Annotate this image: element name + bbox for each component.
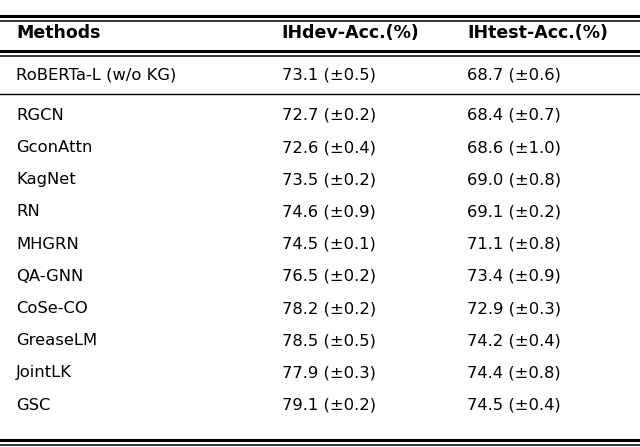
Text: 71.1 (±0.8): 71.1 (±0.8) <box>467 236 561 252</box>
Text: 69.0 (±0.8): 69.0 (±0.8) <box>467 172 561 187</box>
Text: 76.5 (±0.2): 76.5 (±0.2) <box>282 269 376 284</box>
Text: 74.5 (±0.1): 74.5 (±0.1) <box>282 236 376 252</box>
Text: 73.4 (±0.9): 73.4 (±0.9) <box>467 269 561 284</box>
Text: 74.5 (±0.4): 74.5 (±0.4) <box>467 397 561 413</box>
Text: GreaseLM: GreaseLM <box>16 333 97 348</box>
Text: 68.6 (±1.0): 68.6 (±1.0) <box>467 140 561 155</box>
Text: IHdev-Acc.(%): IHdev-Acc.(%) <box>282 24 419 42</box>
Text: 72.7 (±0.2): 72.7 (±0.2) <box>282 108 376 123</box>
Text: RN: RN <box>16 204 40 219</box>
Text: RoBERTa-L (w/o KG): RoBERTa-L (w/o KG) <box>16 67 177 83</box>
Text: 74.6 (±0.9): 74.6 (±0.9) <box>282 204 376 219</box>
Text: 73.5 (±0.2): 73.5 (±0.2) <box>282 172 376 187</box>
Text: GconAttn: GconAttn <box>16 140 92 155</box>
Text: QA-GNN: QA-GNN <box>16 269 83 284</box>
Text: 69.1 (±0.2): 69.1 (±0.2) <box>467 204 561 219</box>
Text: KagNet: KagNet <box>16 172 76 187</box>
Text: 68.7 (±0.6): 68.7 (±0.6) <box>467 67 561 83</box>
Text: 77.9 (±0.3): 77.9 (±0.3) <box>282 365 376 380</box>
Text: 68.4 (±0.7): 68.4 (±0.7) <box>467 108 561 123</box>
Text: IHtest-Acc.(%): IHtest-Acc.(%) <box>467 24 608 42</box>
Text: MHGRN: MHGRN <box>16 236 79 252</box>
Text: 73.1 (±0.5): 73.1 (±0.5) <box>282 67 376 83</box>
Text: 78.5 (±0.5): 78.5 (±0.5) <box>282 333 376 348</box>
Text: Methods: Methods <box>16 24 100 42</box>
Text: JointLK: JointLK <box>16 365 72 380</box>
Text: 74.2 (±0.4): 74.2 (±0.4) <box>467 333 561 348</box>
Text: 78.2 (±0.2): 78.2 (±0.2) <box>282 301 376 316</box>
Text: 79.1 (±0.2): 79.1 (±0.2) <box>282 397 376 413</box>
Text: RGCN: RGCN <box>16 108 64 123</box>
Text: 72.9 (±0.3): 72.9 (±0.3) <box>467 301 561 316</box>
Text: 74.4 (±0.8): 74.4 (±0.8) <box>467 365 561 380</box>
Text: GSC: GSC <box>16 397 51 413</box>
Text: CoSe-CO: CoSe-CO <box>16 301 88 316</box>
Text: 72.6 (±0.4): 72.6 (±0.4) <box>282 140 376 155</box>
